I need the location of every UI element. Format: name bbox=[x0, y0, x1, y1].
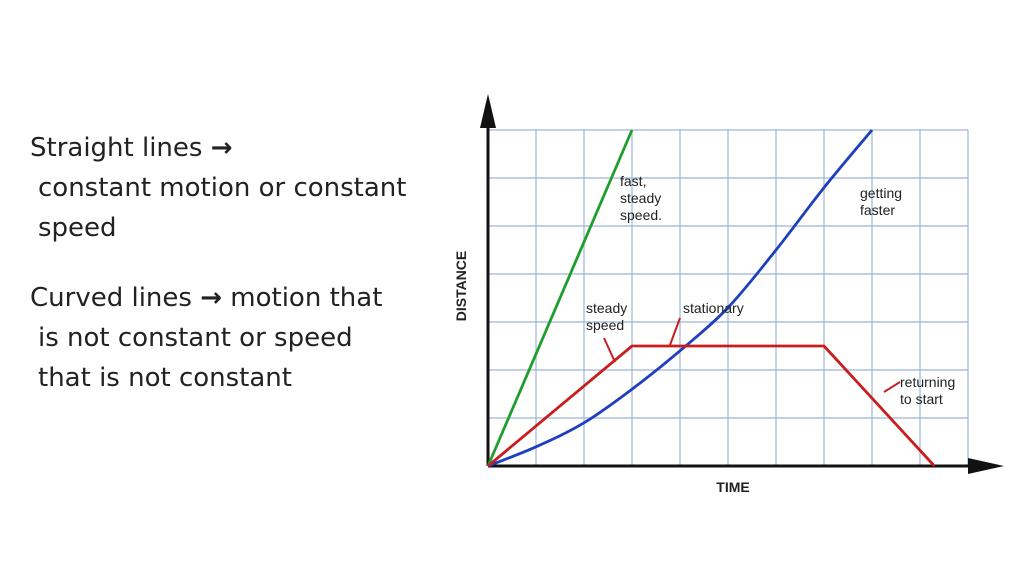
annotation-stationary: stationary bbox=[683, 300, 744, 316]
x-axis-arrow-icon bbox=[968, 458, 1004, 474]
annotation-line: fast, bbox=[620, 173, 646, 189]
annotation-line: to start bbox=[900, 391, 943, 407]
annotation-returning-to-start: returning to start bbox=[900, 374, 955, 407]
curved-heading-text: Curved lines bbox=[30, 283, 192, 313]
annotation-line: speed. bbox=[620, 207, 662, 223]
series-steady-stationary-returning bbox=[487, 344, 936, 468]
annotation-line: stationary bbox=[683, 300, 744, 316]
annotation-line: steady bbox=[620, 190, 661, 206]
straight-lines-line2: constant motion or constant bbox=[38, 173, 407, 203]
annotation-line: getting bbox=[860, 185, 902, 201]
x-axis-label: TIME bbox=[716, 479, 749, 495]
annotation-leader bbox=[669, 317, 681, 346]
curved-heading-tail: motion that bbox=[230, 283, 383, 313]
annotation-fast-steady-speed: fast, steady speed. bbox=[620, 173, 662, 223]
straight-lines-heading: Straight lines → bbox=[30, 128, 450, 168]
chart-grid bbox=[488, 129, 969, 466]
straight-heading-text: Straight lines bbox=[30, 133, 203, 163]
annotation-line: faster bbox=[860, 202, 895, 218]
annotation-line: steady bbox=[586, 300, 627, 316]
y-axis-label: DISTANCE bbox=[453, 251, 469, 322]
curved-lines-line3: that is not constant bbox=[38, 363, 292, 393]
straight-lines-note: Straight lines → constant motion or cons… bbox=[30, 128, 450, 248]
series-layer bbox=[486, 129, 936, 468]
right-arrow-icon: → bbox=[200, 283, 223, 313]
straight-lines-line3: speed bbox=[38, 213, 117, 243]
annotation-getting-faster: getting faster bbox=[860, 185, 902, 218]
series-fast-steady bbox=[486, 129, 634, 467]
notes-panel: Straight lines → constant motion or cons… bbox=[30, 128, 450, 398]
annotation-leader bbox=[603, 337, 616, 363]
annotation-line: returning bbox=[900, 374, 955, 390]
annotation-line: speed bbox=[586, 317, 624, 333]
annotation-steady-speed: steady speed bbox=[586, 300, 627, 333]
annotation-leader bbox=[883, 381, 901, 393]
curved-lines-note: Curved lines → motion that is not consta… bbox=[30, 278, 450, 398]
right-arrow-icon: → bbox=[210, 133, 233, 163]
curved-lines-line2: is not constant or speed bbox=[38, 323, 353, 353]
y-axis-arrow-icon bbox=[480, 94, 496, 128]
curved-lines-heading: Curved lines → motion that bbox=[30, 278, 450, 318]
chart-axes bbox=[480, 94, 1004, 474]
